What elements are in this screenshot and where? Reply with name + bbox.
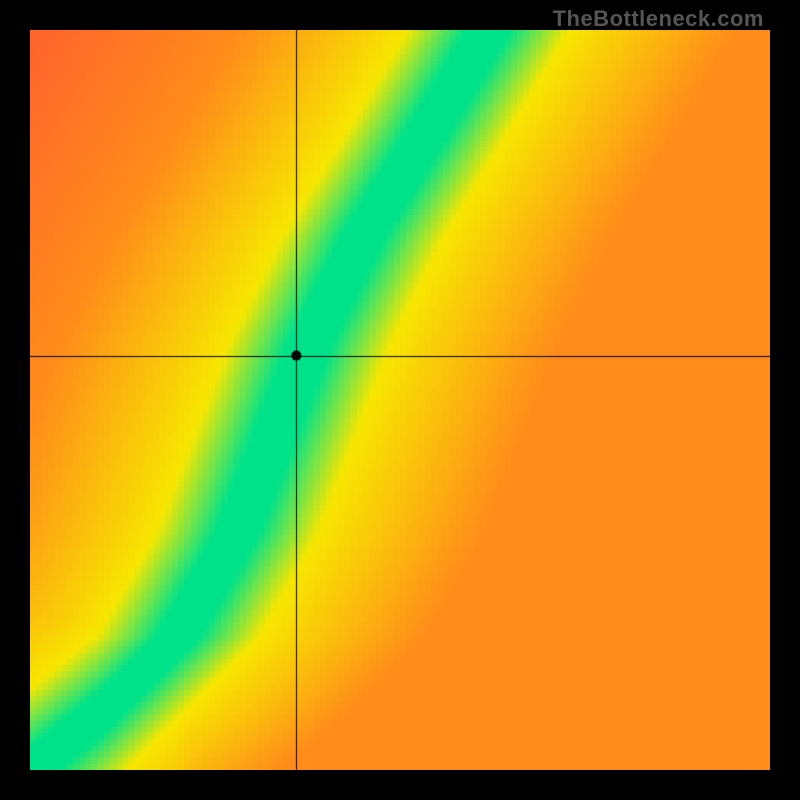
crosshair-overlay [30, 30, 770, 770]
watermark-label: TheBottleneck.com [553, 6, 764, 32]
bottleneck-heatmap: TheBottleneck.com [0, 0, 800, 800]
